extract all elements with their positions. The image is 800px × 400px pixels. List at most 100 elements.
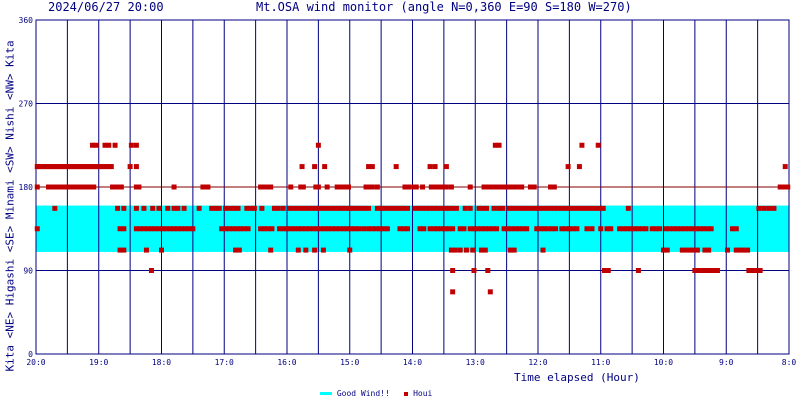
- houi-point: [443, 164, 449, 170]
- houi-point: [605, 268, 611, 273]
- houi-point: [544, 205, 550, 211]
- houi-point: [334, 184, 340, 190]
- x-tick-label: 19:0: [89, 358, 108, 367]
- houi-point: [702, 247, 708, 253]
- houi-point: [96, 164, 102, 170]
- houi-point: [205, 184, 211, 190]
- houi-point: [753, 268, 759, 273]
- houi-point: [559, 226, 565, 232]
- houi-point: [46, 184, 52, 190]
- houi-point: [322, 226, 328, 232]
- houi-point: [741, 247, 747, 253]
- houi-point: [150, 205, 156, 211]
- x-tick-label: 13:0: [466, 358, 485, 367]
- houi-point: [471, 268, 477, 273]
- houi-point: [440, 184, 446, 190]
- houi-point: [531, 184, 537, 190]
- houi-point: [299, 164, 305, 170]
- houi-point: [687, 247, 693, 253]
- houi-point: [520, 226, 526, 232]
- houi-point: [635, 226, 641, 232]
- houi-point: [479, 226, 485, 232]
- houi-point: [412, 205, 418, 211]
- houi-point: [322, 164, 328, 170]
- houi-point: [347, 247, 353, 253]
- houi-point: [164, 226, 170, 232]
- houi-point: [46, 164, 52, 170]
- houi-point: [548, 205, 554, 211]
- houi-point: [551, 205, 557, 211]
- houi-point: [579, 142, 585, 148]
- houi-point: [156, 226, 162, 232]
- houi-point: [377, 226, 383, 232]
- houi-point: [231, 205, 237, 211]
- houi-point: [746, 268, 752, 273]
- houi-point: [470, 247, 476, 253]
- houi-point: [171, 205, 177, 211]
- houi-point: [121, 226, 127, 232]
- houi-point: [366, 205, 372, 211]
- houi-point: [761, 205, 767, 211]
- houi-point: [295, 226, 301, 232]
- houi-point: [384, 226, 390, 232]
- houi-point: [223, 226, 229, 232]
- houi-point: [366, 184, 372, 190]
- houi-point: [275, 205, 281, 211]
- houi-point: [233, 247, 239, 253]
- houi-point: [496, 142, 502, 148]
- houi-point: [98, 164, 104, 170]
- houi-point: [245, 226, 251, 232]
- houi-point: [280, 226, 286, 232]
- houi-point: [226, 226, 232, 232]
- houi-point: [649, 226, 655, 232]
- houi-point: [93, 164, 99, 170]
- x-tick-label: 17:0: [215, 358, 234, 367]
- houi-point: [345, 184, 351, 190]
- houi-point: [52, 184, 58, 190]
- houi-point: [93, 142, 99, 148]
- houi-point: [608, 226, 614, 232]
- houi-point: [91, 184, 97, 190]
- houi-point: [578, 205, 584, 211]
- houi-point: [507, 184, 513, 190]
- houi-point: [393, 164, 399, 170]
- houi-point: [524, 226, 530, 232]
- houi-point: [318, 226, 324, 232]
- houi-point: [691, 247, 697, 253]
- houi-point: [589, 226, 595, 232]
- houi-point: [167, 226, 173, 232]
- houi-point: [446, 226, 452, 232]
- houi-point: [757, 268, 763, 273]
- houi-point: [570, 205, 576, 211]
- houi-point: [56, 164, 62, 170]
- houi-point: [501, 226, 507, 232]
- houi-point: [427, 226, 433, 232]
- houi-point: [643, 226, 649, 232]
- houi-point: [683, 247, 689, 253]
- houi-point: [521, 205, 527, 211]
- houi-point: [212, 205, 218, 211]
- houi-point: [84, 184, 90, 190]
- houi-point: [453, 205, 459, 211]
- houi-point: [234, 226, 240, 232]
- houi-point: [156, 205, 162, 211]
- houi-point: [294, 205, 300, 211]
- houi-point: [386, 205, 392, 211]
- y-tick-label: 0: [28, 350, 33, 359]
- houi-point: [566, 205, 572, 211]
- houi-point: [600, 205, 606, 211]
- houi-point: [81, 184, 87, 190]
- houi-point: [694, 247, 700, 253]
- chart-title: Mt.OSA wind monitor (angle N=0,360 E=90 …: [256, 0, 632, 14]
- houi-point: [667, 226, 673, 232]
- houi-point: [671, 226, 677, 232]
- houi-point: [141, 226, 147, 232]
- houi-point: [777, 184, 783, 190]
- houi-point: [53, 164, 59, 170]
- houi-point: [593, 205, 599, 211]
- houi-point: [529, 205, 535, 211]
- houi-point: [435, 226, 441, 232]
- houi-point: [128, 142, 134, 148]
- houi-point: [397, 205, 403, 211]
- houi-point: [549, 226, 555, 232]
